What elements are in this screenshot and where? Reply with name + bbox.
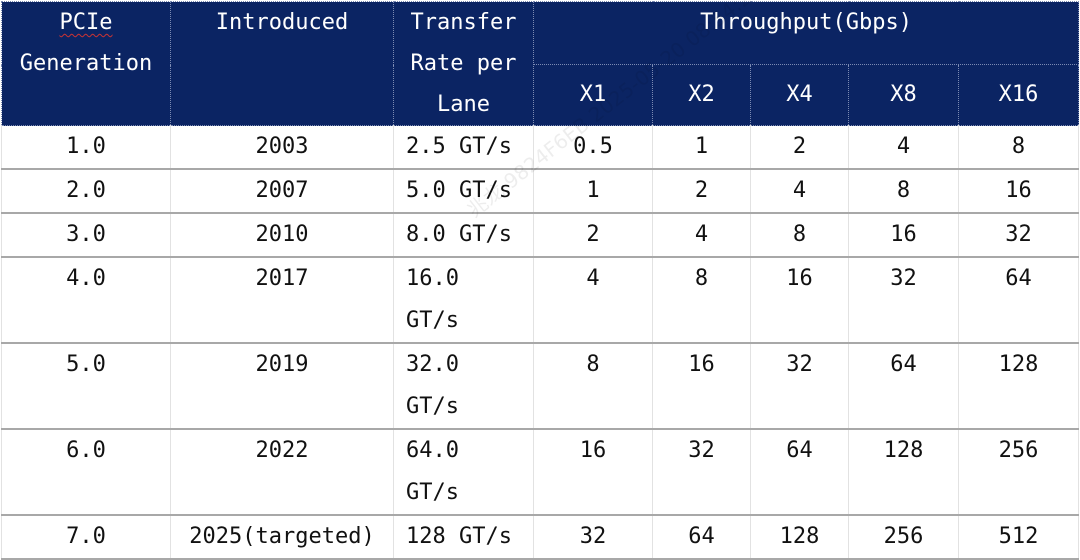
header-rate-line1: Transfer — [410, 10, 517, 35]
cell-x8: 64 — [848, 343, 959, 430]
cell-year: 2025(targeted) — [170, 515, 394, 560]
cell-gen: 4.0 — [1, 257, 171, 344]
cell-x2: 2 — [652, 169, 751, 214]
header-rate-line2: Rate per — [410, 51, 517, 76]
cell-x8: 8 — [848, 169, 959, 214]
cell-x16: 512 — [957, 515, 1080, 560]
header-generation: PCIe Generation — [1, 1, 171, 126]
header-generation-line2: Generation — [19, 51, 153, 76]
cell-x4: 16 — [750, 257, 849, 344]
header-rate-line3: Lane — [437, 92, 490, 117]
cell-x1: 2 — [533, 213, 653, 258]
cell-x8: 32 — [848, 257, 959, 344]
cell-x4: 64 — [750, 429, 849, 516]
cell-rate: 8.0 GT/s — [393, 213, 534, 258]
cell-year: 2019 — [170, 343, 394, 430]
cell-x2: 1 — [652, 125, 751, 170]
cell-year: 2003 — [170, 125, 394, 170]
cell-gen: 3.0 — [1, 213, 171, 258]
cell-rate: 32.0 GT/s — [393, 343, 534, 430]
cell-x16: 16 — [957, 169, 1080, 214]
cell-x16: 256 — [957, 429, 1080, 516]
cell-x8: 128 — [848, 429, 959, 516]
cell-x16: 64 — [957, 257, 1080, 344]
cell-x2: 32 — [652, 429, 751, 516]
cell-x16: 8 — [957, 125, 1080, 170]
table-row: 1.0 2003 2.5 GT/s 0.5 1 2 4 8 — [1, 125, 1080, 170]
cell-x4: 128 — [750, 515, 849, 560]
cell-rate: 5.0 GT/s — [393, 169, 534, 214]
cell-x4: 4 — [750, 169, 849, 214]
cell-year: 2022 — [170, 429, 394, 516]
table-row: 7.0 2025(targeted) 128 GT/s 32 64 128 256 512 — [1, 515, 1080, 560]
cell-x2: 16 — [652, 343, 751, 430]
cell-rate: 64.0 GT/s — [393, 429, 534, 516]
cell-x8: 16 — [848, 213, 959, 258]
table-row: 6.0 2022 64.0 GT/s 16 32 64 128 256 — [1, 429, 1080, 516]
cell-x1: 0.5 — [533, 125, 653, 170]
cell-gen: 2.0 — [1, 169, 171, 214]
header-x8: X8 — [848, 64, 959, 126]
header-generation-line1: PCIe — [59, 10, 113, 35]
table-row: 5.0 2019 32.0 GT/s 8 16 32 64 128 — [1, 343, 1080, 430]
cell-x4: 8 — [750, 213, 849, 258]
cell-year: 2007 — [170, 169, 394, 214]
cell-gen: 5.0 — [1, 343, 171, 430]
cell-gen: 1.0 — [1, 125, 171, 170]
cell-x2: 8 — [652, 257, 751, 344]
cell-x2: 4 — [652, 213, 751, 258]
header-throughput: Throughput(Gbps) — [532, 1, 1080, 65]
header-x16: X16 — [957, 64, 1080, 126]
table-row: 4.0 2017 16.0 GT/s 4 8 16 32 64 — [1, 257, 1080, 344]
header-x4: X4 — [750, 64, 849, 126]
cell-x4: 2 — [750, 125, 849, 170]
cell-x4: 32 — [750, 343, 849, 430]
header-introduced: Introduced — [170, 1, 394, 126]
cell-x1: 16 — [533, 429, 653, 516]
table-row: 3.0 2010 8.0 GT/s 2 4 8 16 32 — [1, 213, 1080, 258]
cell-x1: 4 — [533, 257, 653, 344]
cell-year: 2017 — [170, 257, 394, 344]
cell-x1: 32 — [533, 515, 653, 560]
cell-rate: 2.5 GT/s — [393, 125, 534, 170]
cell-x2: 64 — [652, 515, 751, 560]
header-x1: X1 — [533, 64, 653, 126]
table-row: 2.0 2007 5.0 GT/s 1 2 4 8 16 — [1, 169, 1080, 214]
header-x2: X2 — [652, 64, 751, 126]
cell-x1: 8 — [533, 343, 653, 430]
cell-x8: 256 — [848, 515, 959, 560]
cell-year: 2010 — [170, 213, 394, 258]
header-transfer-rate: Transfer Rate per Lane — [393, 1, 534, 126]
cell-rate: 16.0 GT/s — [393, 257, 534, 344]
cell-gen: 7.0 — [1, 515, 171, 560]
cell-x1: 1 — [533, 169, 653, 214]
cell-x16: 128 — [957, 343, 1080, 430]
cell-rate: 128 GT/s — [393, 515, 534, 560]
cell-x8: 4 — [848, 125, 959, 170]
cell-gen: 6.0 — [1, 429, 171, 516]
cell-x16: 32 — [957, 213, 1080, 258]
